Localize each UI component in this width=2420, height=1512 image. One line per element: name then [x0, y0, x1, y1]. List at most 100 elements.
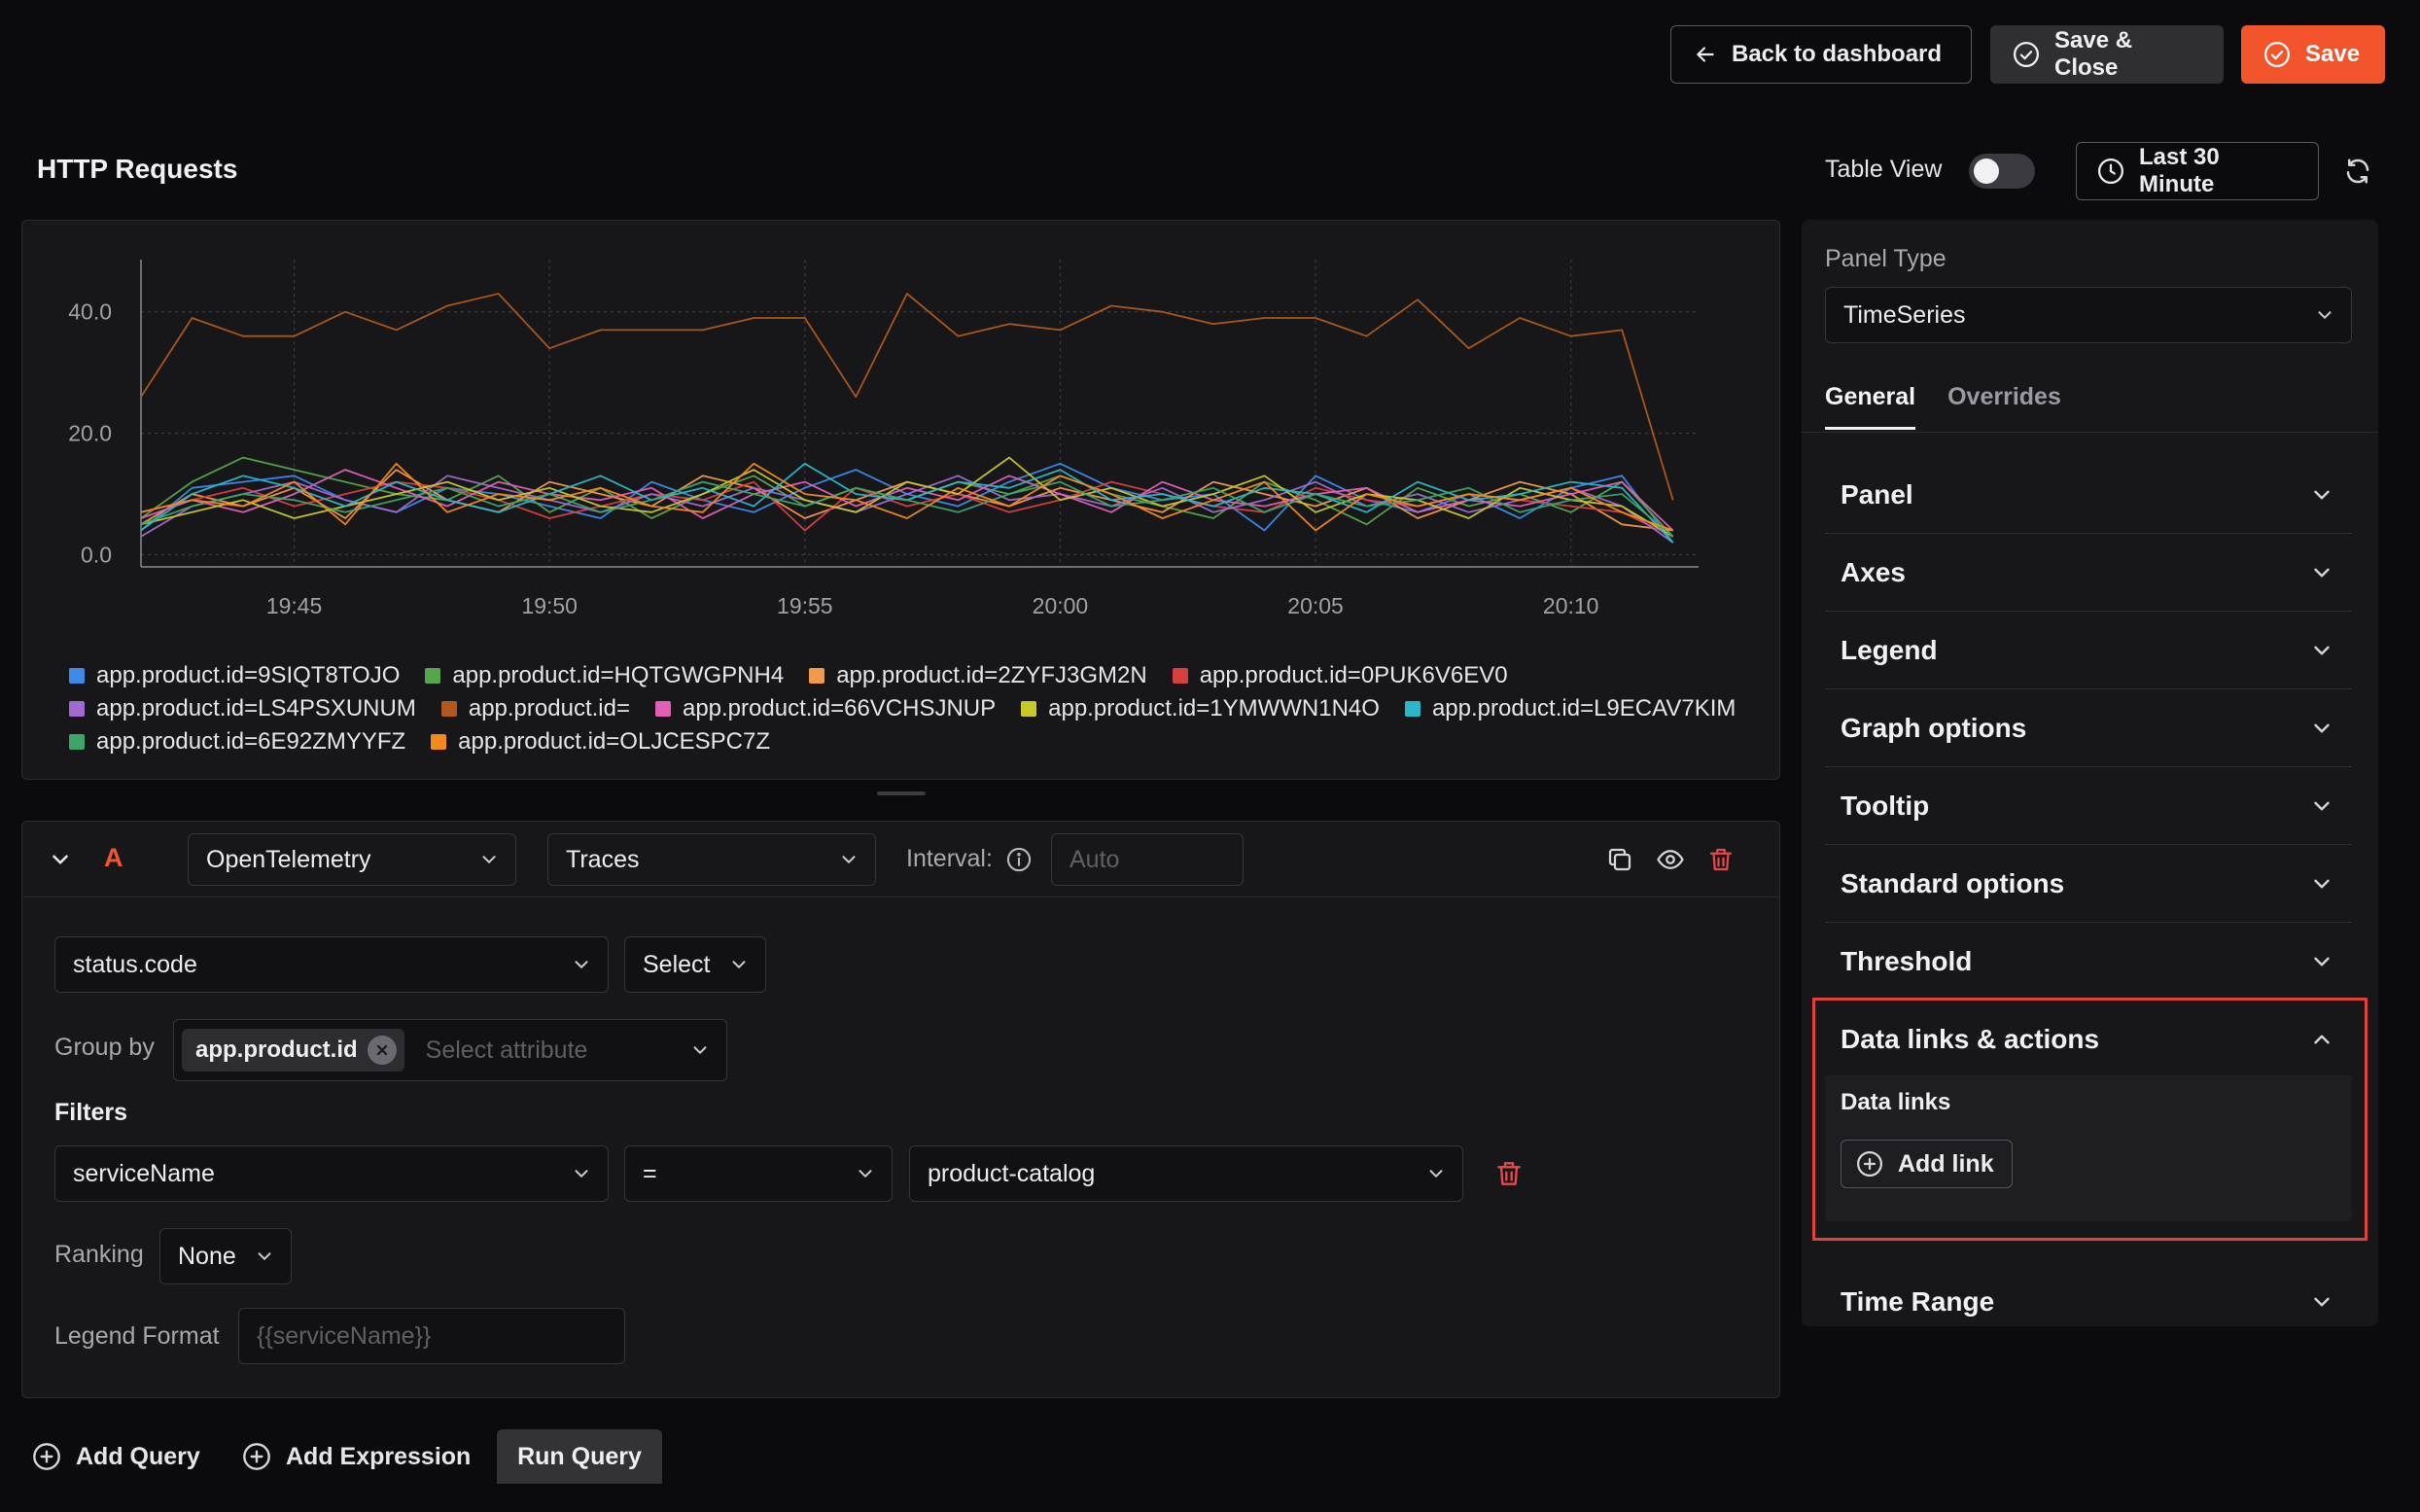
section-standard-options[interactable]: Standard options — [1825, 845, 2352, 923]
ranking-select[interactable]: None — [159, 1228, 292, 1284]
filter-operator-select[interactable]: = — [624, 1145, 893, 1202]
delete-filter-icon[interactable] — [1493, 1158, 1525, 1189]
section-threshold[interactable]: Threshold — [1825, 923, 2352, 1001]
copy-icon[interactable] — [1605, 845, 1634, 874]
x-tick-label: 20:10 — [1543, 593, 1599, 618]
section-tooltip[interactable]: Tooltip — [1825, 767, 2352, 845]
close-icon[interactable] — [367, 1036, 397, 1065]
section-label: Time Range — [1841, 1286, 1995, 1317]
section-label: Standard options — [1841, 867, 2065, 898]
highlight-box — [1812, 998, 2367, 1241]
group-by-select[interactable]: app.product.id Select attribute — [173, 1019, 727, 1081]
legend-label: app.product.id=2ZYFJ3GM2N — [836, 662, 1147, 688]
legend-format-label: Legend Format — [54, 1322, 220, 1350]
add-expression-button[interactable]: Add Expression — [241, 1429, 471, 1484]
interval-input[interactable]: Auto — [1051, 833, 1244, 886]
chevron-down-icon[interactable] — [48, 847, 73, 872]
x-tick-label: 20:05 — [1287, 593, 1344, 618]
legend-swatch — [425, 668, 441, 684]
legend-item[interactable]: app.product.id=HQTGWGPNH4 — [425, 662, 784, 689]
filter-value: product-catalog — [928, 1159, 1096, 1187]
chart-legend: app.product.id=9SIQT8TOJO app.product.id=… — [69, 662, 1761, 756]
section-graph-options[interactable]: Graph options — [1825, 689, 2352, 767]
legend-item[interactable]: app.product.id=66VCHSJNUP — [654, 695, 997, 722]
legend-swatch — [654, 701, 671, 717]
add-query-button[interactable]: Add Query — [31, 1429, 200, 1484]
y-tick-label: 0.0 — [81, 543, 112, 568]
time-range-label: Last 30 Minute — [2139, 144, 2220, 197]
legend-format-input[interactable]: {{serviceName}} — [238, 1308, 625, 1364]
add-link-button[interactable]: Add link — [1841, 1140, 2013, 1188]
legend-item[interactable]: app.product.id=L9ECAV7KIM — [1404, 695, 1736, 722]
plus-circle-icon — [31, 1441, 62, 1472]
chevron-down-icon — [478, 849, 500, 870]
check-circle-icon — [2012, 40, 2041, 69]
section-label: Axes — [1841, 556, 1906, 587]
section-label: Data links & actions — [1841, 1024, 2100, 1054]
run-query-button[interactable]: Run Query — [497, 1429, 662, 1484]
section-data-links-actions[interactable]: Data links & actions — [1825, 1001, 2352, 1078]
legend-item[interactable]: app.product.id=LS4PSXUNUM — [69, 695, 416, 722]
legend-item[interactable]: app.product.id=6E92ZMYYFZ — [69, 728, 405, 756]
legend-label: app.product.id=OLJCESPC7Z — [458, 728, 771, 755]
add-expression-label: Add Expression — [286, 1442, 472, 1470]
metric-select[interactable]: status.code — [54, 936, 609, 993]
back-to-dashboard-button[interactable]: Back to dashboard — [1670, 25, 1972, 84]
x-tick-label: 20:00 — [1033, 593, 1089, 618]
signal-value: Traces — [566, 845, 640, 873]
eye-icon[interactable] — [1656, 845, 1685, 874]
section-axes[interactable]: Axes — [1825, 534, 2352, 612]
legend-item[interactable]: app.product.id=1YMWWN1N4O — [1021, 695, 1380, 722]
legend-swatch — [1172, 668, 1188, 684]
clock-icon — [2096, 157, 2125, 186]
section-legend[interactable]: Legend — [1825, 612, 2352, 689]
legend-swatch — [69, 701, 85, 717]
save-button[interactable]: Save — [2241, 25, 2385, 84]
group-by-placeholder: Select attribute — [425, 1036, 588, 1064]
filter-field-select[interactable]: serviceName — [54, 1145, 609, 1202]
chevron-down-icon — [2309, 638, 2334, 663]
refresh-icon[interactable] — [2343, 157, 2372, 186]
chevron-down-icon — [1425, 1163, 1447, 1184]
info-icon[interactable] — [1005, 846, 1033, 873]
trash-icon[interactable] — [1706, 845, 1736, 874]
datasource-select[interactable]: OpenTelemetry — [188, 833, 516, 886]
resize-handle[interactable] — [877, 791, 926, 795]
data-links-content: Data links Add link — [1825, 1075, 2352, 1221]
save-close-button[interactable]: Save & Close — [1990, 25, 2224, 84]
filter-value-select[interactable]: product-catalog — [909, 1145, 1463, 1202]
toggle-knob — [1974, 158, 1999, 184]
legend-item[interactable]: app.product.id=2ZYFJ3GM2N — [809, 662, 1147, 689]
section-label: Panel — [1841, 478, 1913, 510]
section-time-range[interactable]: Time Range — [1825, 1263, 2352, 1341]
section-label: Threshold — [1841, 946, 1973, 976]
chevron-down-icon — [2309, 949, 2334, 974]
time-range-button[interactable]: Last 30 Minute — [2076, 142, 2319, 200]
legend-label: app.product.id=HQTGWGPNH4 — [452, 662, 785, 688]
signal-select[interactable]: Traces — [547, 833, 876, 886]
chevron-down-icon — [2309, 716, 2334, 741]
legend-label: app.product.id=66VCHSJNUP — [682, 695, 997, 721]
aggregation-select[interactable]: Select — [624, 936, 766, 993]
chevron-down-icon — [728, 954, 750, 975]
legend-item[interactable]: app.product.id=OLJCESPC7Z — [431, 728, 770, 756]
legend-label: app.product.id=9SIQT8TOJO — [96, 662, 401, 688]
section-panel[interactable]: Panel — [1825, 456, 2352, 534]
x-tick-label: 19:45 — [266, 593, 323, 618]
chevron-down-icon — [2309, 560, 2334, 585]
table-view-label: Table View — [1825, 156, 1943, 183]
series-line-10 — [140, 480, 1674, 538]
legend-label: app.product.id= — [468, 695, 630, 721]
group-by-label: Group by — [54, 1034, 155, 1061]
legend-format-placeholder: {{serviceName}} — [257, 1321, 432, 1350]
tab-general[interactable]: General — [1825, 383, 1916, 430]
table-view-toggle[interactable] — [1969, 154, 2035, 189]
tab-overrides[interactable]: Overrides — [1947, 383, 2061, 410]
ranking-value: None — [178, 1242, 236, 1270]
legend-item[interactable]: app.product.id=0PUK6V6EV0 — [1172, 662, 1508, 689]
chevron-down-icon — [2309, 482, 2334, 508]
legend-item[interactable]: app.product.id=9SIQT8TOJO — [69, 662, 400, 689]
time-series-chart: 0.0 20.0 40.0 19:45 19:50 19:55 20:00 20:05 20:1… — [68, 260, 1699, 618]
legend-item[interactable]: app.product.id= — [440, 695, 630, 722]
panel-type-select[interactable]: TimeSeries — [1825, 287, 2352, 343]
